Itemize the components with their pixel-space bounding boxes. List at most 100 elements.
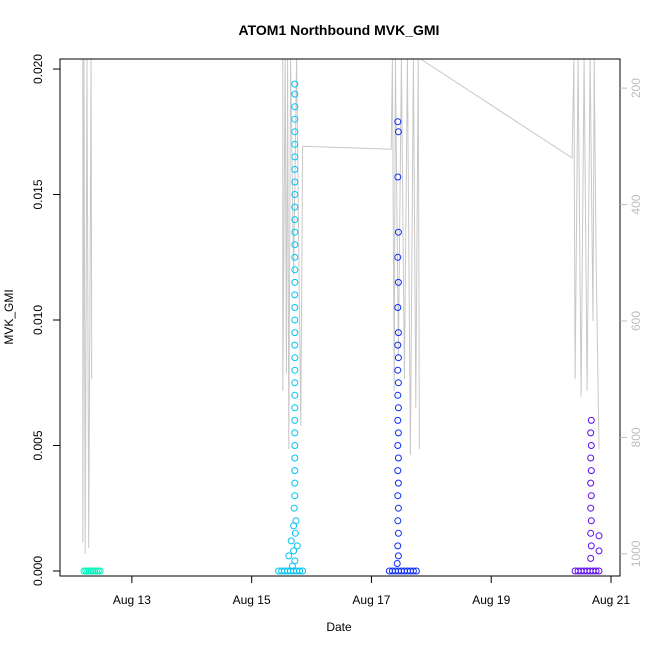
data-point	[394, 492, 402, 500]
data-point	[587, 554, 595, 562]
data-point	[290, 547, 298, 555]
data-point	[285, 552, 293, 560]
data-point	[291, 228, 299, 236]
data-point	[393, 560, 401, 567]
y2-tick-label: 800	[629, 427, 643, 447]
data-point	[394, 454, 402, 462]
data-point	[587, 517, 595, 525]
data-point	[291, 241, 299, 249]
data-point	[595, 547, 603, 555]
data-point	[394, 228, 402, 236]
data-point	[291, 278, 299, 286]
data-point	[291, 557, 299, 565]
data-point	[287, 537, 295, 545]
y2-tick-label: 1000	[629, 540, 643, 567]
data-point	[412, 567, 420, 575]
data-point	[291, 391, 299, 399]
data-point	[291, 416, 299, 424]
data-point	[394, 529, 402, 537]
data-point	[394, 467, 402, 475]
data-point	[587, 442, 595, 449]
data-point	[394, 173, 402, 181]
chart-title: ATOM1 Northbound MVK_GMI	[239, 22, 440, 38]
data-point	[592, 567, 600, 575]
data-point	[394, 118, 402, 126]
plot-frame	[59, 58, 621, 577]
data-point	[394, 391, 402, 399]
data-point	[394, 253, 402, 261]
data-point	[587, 467, 595, 475]
data-point	[291, 178, 299, 186]
data-point	[292, 517, 300, 525]
y-tick-label: 0.005	[31, 430, 45, 460]
data-point	[394, 442, 402, 449]
data-point	[587, 492, 595, 500]
data-point	[291, 140, 299, 148]
data-point	[291, 529, 299, 537]
data-point	[394, 341, 402, 349]
data-point	[291, 329, 299, 337]
data-point	[394, 329, 402, 337]
data-point	[291, 404, 299, 412]
data-point	[291, 165, 299, 173]
data-point	[394, 278, 402, 286]
data-point	[587, 454, 595, 462]
y-tick-label: 0.000	[31, 556, 45, 586]
data-point	[291, 253, 299, 261]
data-point	[291, 90, 299, 98]
data-point	[293, 542, 301, 550]
data-point	[291, 191, 299, 198]
data-point	[595, 567, 603, 575]
data-point	[296, 567, 304, 575]
data-point	[291, 454, 299, 462]
data-point	[394, 366, 402, 374]
x-tick-label: Aug 17	[352, 593, 390, 607]
y-tick-label: 0.010	[31, 305, 45, 335]
data-point	[291, 203, 299, 211]
data-point	[291, 115, 299, 123]
secondary-line-segment	[302, 59, 420, 455]
data-point	[291, 103, 299, 111]
data-point	[394, 304, 402, 311]
x-tick-label: Aug 19	[472, 593, 510, 607]
data-point	[291, 80, 299, 88]
y2-tick-label: 200	[629, 78, 643, 98]
data-point	[291, 442, 299, 449]
data-point	[291, 354, 299, 362]
y-tick-label: 0.015	[31, 179, 45, 209]
y2-tick-label: 400	[629, 194, 643, 214]
x-tick-label: Aug 15	[233, 593, 271, 607]
data-point	[587, 529, 595, 537]
x-tick-label: Aug 13	[113, 593, 151, 607]
data-point	[291, 429, 299, 437]
data-point	[394, 504, 402, 512]
x-tick-label: Aug 21	[592, 593, 630, 607]
data-point	[291, 316, 299, 324]
data-point	[291, 479, 299, 487]
data-point	[291, 492, 299, 500]
data-points-layer	[80, 80, 603, 575]
data-point	[394, 404, 402, 412]
data-point	[394, 354, 402, 362]
data-point	[587, 479, 595, 487]
y-axis-left: 0.000 0.005 0.010 0.015 0.020	[31, 54, 60, 586]
data-point	[291, 291, 299, 299]
y-axis-right: 200 400 600 800 1000	[620, 78, 643, 567]
data-point	[291, 341, 299, 349]
data-point	[290, 504, 298, 512]
data-point	[394, 416, 402, 424]
data-point	[96, 567, 104, 575]
data-point	[394, 128, 402, 136]
data-point	[291, 366, 299, 374]
data-point	[409, 567, 417, 575]
data-point	[394, 379, 402, 387]
data-point	[595, 532, 603, 540]
data-point	[394, 429, 402, 437]
x-axis-label: Date	[326, 620, 352, 634]
data-point	[394, 517, 402, 525]
secondary-line-layer	[82, 59, 600, 554]
data-point	[291, 153, 299, 161]
data-point	[291, 304, 299, 311]
secondary-line-segment	[82, 59, 93, 554]
